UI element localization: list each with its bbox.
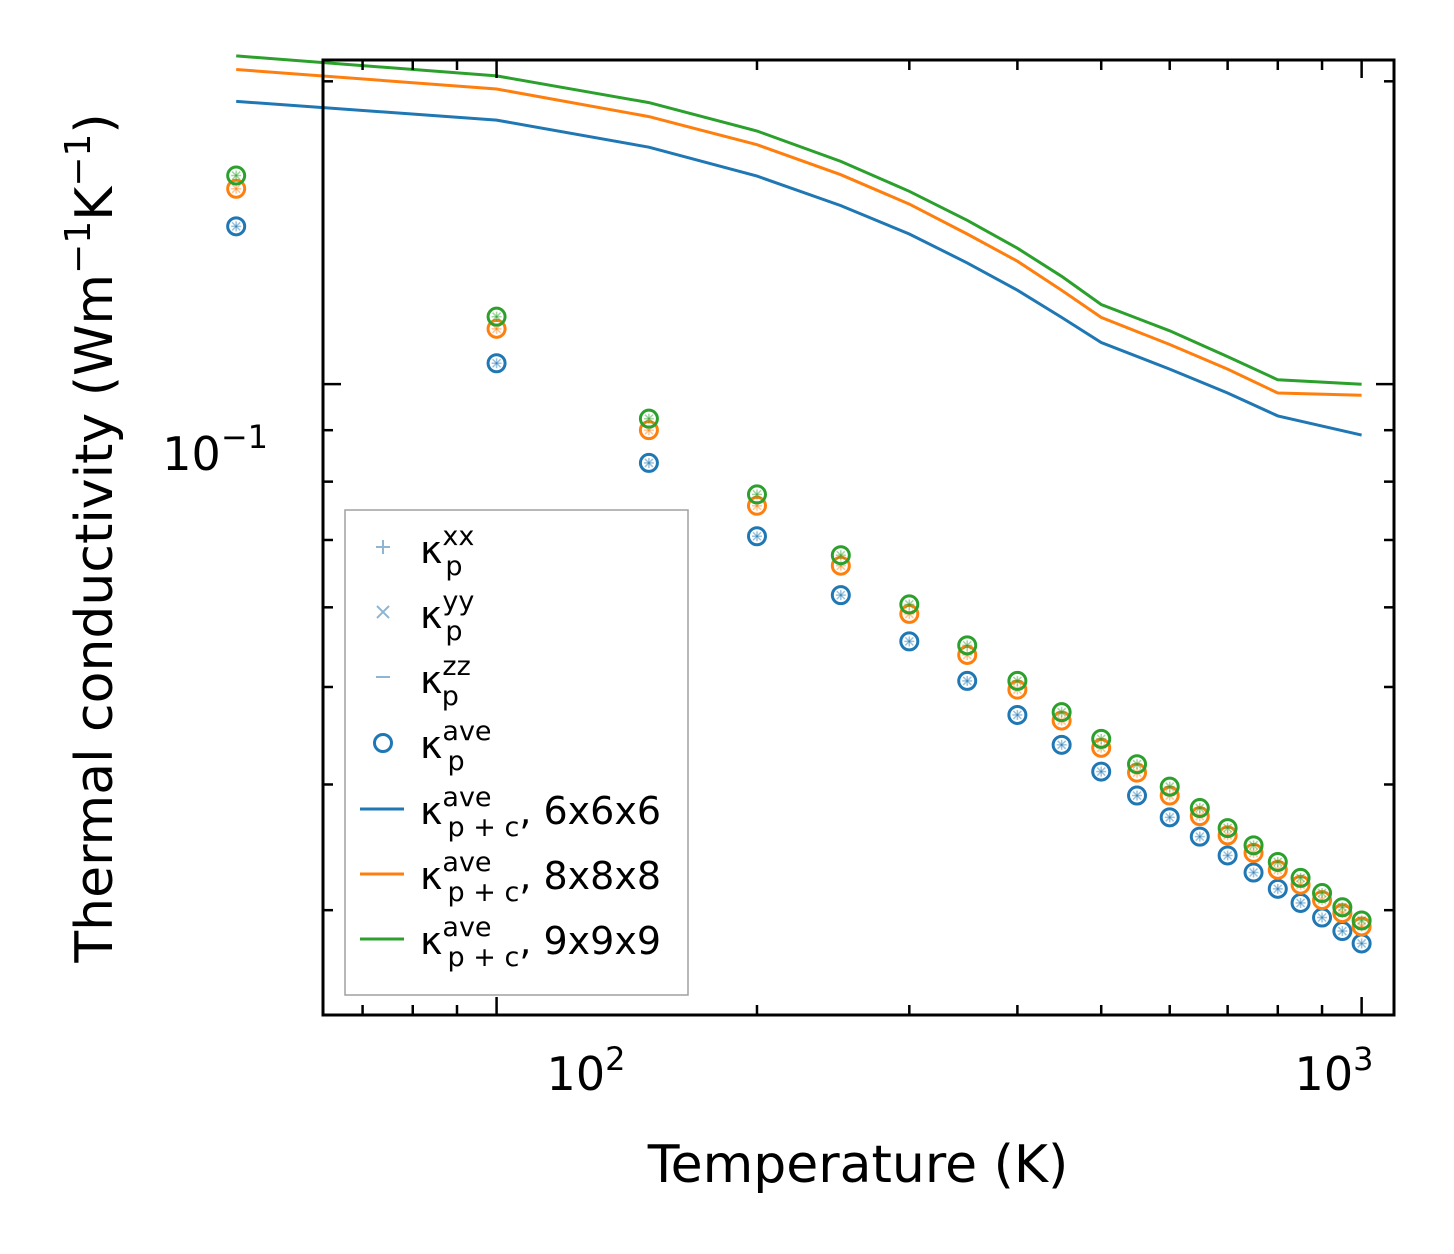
legend-label-kp-zz: κzz p	[420, 651, 471, 712]
legend-box	[344, 509, 689, 996]
point-kp-6x6x6	[1217, 845, 1238, 866]
point-kp-9x9x9	[1007, 670, 1028, 691]
point-kp-6x6x6	[1267, 878, 1288, 899]
legend: κxx p κyy p κzz p κave p κave p + c, 6x6x6 κa…	[344, 509, 689, 996]
axis-ticks	[323, 60, 1394, 1015]
point-kp-9x9x9	[1159, 776, 1180, 797]
point-kp-9x9x9	[1217, 818, 1238, 839]
point-kp-6x6x6	[899, 631, 920, 652]
point-kp-8x8x8	[226, 178, 247, 199]
point-kp-6x6x6	[1332, 921, 1353, 942]
point-kp-9x9x9	[1332, 897, 1353, 918]
point-kp-9x9x9	[1243, 835, 1264, 856]
point-kp-9x9x9	[1290, 867, 1311, 888]
point-kp-6x6x6	[1290, 892, 1311, 913]
legend-label-kp-xx: κxx p	[420, 521, 474, 582]
point-kp-6x6x6	[1243, 862, 1264, 883]
point-kp-6x6x6	[746, 526, 767, 547]
point-kp-6x6x6	[830, 585, 851, 606]
point-kp-9x9x9	[1189, 798, 1210, 819]
legend-marker-plus	[376, 540, 390, 554]
point-kp-9x9x9	[486, 306, 507, 327]
x-tick-label-100: 102	[547, 1040, 626, 1101]
point-kp-6x6x6	[1051, 734, 1072, 755]
point-kp-9x9x9	[1051, 702, 1072, 723]
point-kp-6x6x6	[1091, 761, 1112, 782]
point-kp-9x9x9	[957, 635, 978, 656]
point-kp-6x6x6	[957, 670, 978, 691]
y-axis-label: Thermal conductivity (Wm−1K−1)	[58, 113, 125, 963]
point-kp-8x8x8	[1007, 679, 1028, 700]
point-kp-6x6x6	[1351, 933, 1372, 954]
point-kp-9x9x9	[226, 165, 247, 186]
point-kp-9x9x9	[1312, 883, 1333, 904]
legend-label-kp-yy: κyy p	[420, 586, 474, 647]
legend-label-kpc-8x8x8: κave p + c, 8x8x8	[420, 847, 661, 908]
y-tick-label-0.1: 10−1	[162, 418, 268, 481]
point-kp-9x9x9	[638, 408, 659, 429]
point-kp-6x6x6	[1007, 704, 1028, 725]
legend-marker-circle	[373, 733, 393, 753]
point-kp-6x6x6	[1189, 826, 1210, 847]
legend-label-kpc-6x6x6: κave p + c, 6x6x6	[420, 782, 661, 843]
x-axis-label: Temperature (K)	[647, 1135, 1069, 1195]
legend-label-kpc-9x9x9: κave p + c, 9x9x9	[420, 912, 661, 973]
point-kp-6x6x6	[1159, 807, 1180, 828]
point-kp-9x9x9	[1127, 754, 1148, 775]
point-kp-6x6x6	[1312, 907, 1333, 928]
point-kp-6x6x6	[638, 452, 659, 473]
x-tick-label-1000: 103	[1295, 1040, 1374, 1101]
line-kpc-8x8x8	[236, 68, 1362, 397]
point-kp-6x6x6	[486, 353, 507, 374]
point-kp-9x9x9	[1351, 910, 1372, 931]
legend-label-kp-ave: κave p	[420, 716, 492, 777]
plot-area-frame	[321, 58, 1396, 1017]
legend-marker-cross	[376, 605, 390, 619]
point-kp-9x9x9	[1091, 728, 1112, 749]
point-kp-9x9x9	[1267, 851, 1288, 872]
line-kpc-9x9x9	[236, 54, 1362, 386]
point-kp-9x9x9	[899, 594, 920, 615]
point-kp-6x6x6	[1127, 785, 1148, 806]
point-kp-9x9x9	[830, 545, 851, 566]
line-kpc-6x6x6	[236, 99, 1362, 437]
point-kp-6x6x6	[226, 216, 247, 237]
point-kp-9x9x9	[746, 484, 767, 505]
